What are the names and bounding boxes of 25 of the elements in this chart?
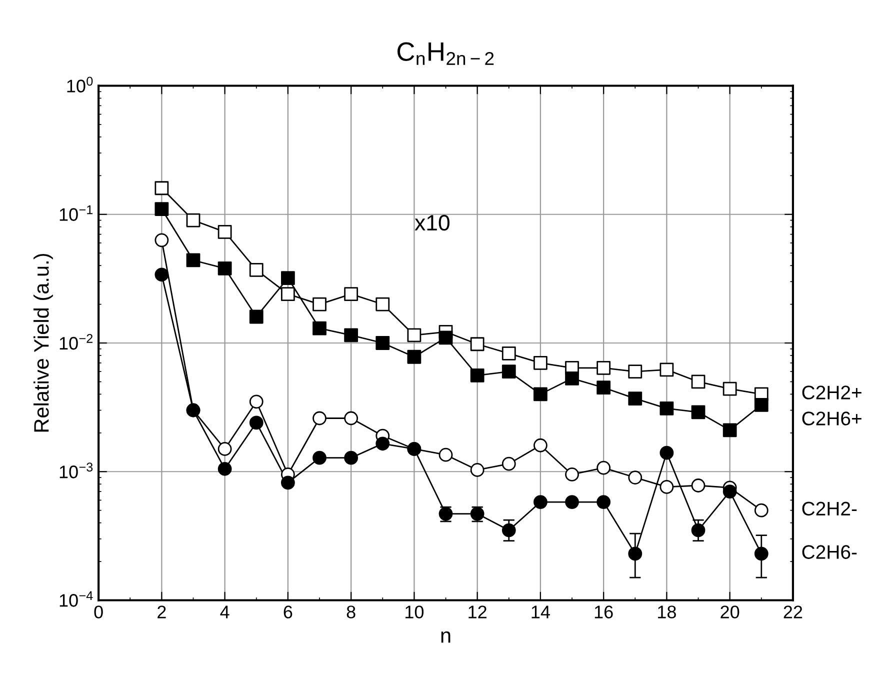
y-tick-label: 10$^{−2}$ — [60, 334, 93, 350]
x-tick-label: 2 — [158, 606, 166, 618]
y-tick-label: 10$^{−4}$ — [60, 591, 93, 607]
x-tick-label: 0 — [94, 606, 103, 618]
annotation: x10 — [414, 214, 450, 231]
x-tick-label: 4 — [220, 606, 230, 618]
x-tick-label: 8 — [346, 606, 356, 618]
legend-label: C2H2- — [802, 502, 857, 516]
x-tick-label: 12 — [468, 606, 486, 618]
legend-label: C2H6+ — [802, 412, 862, 426]
x-tick-label: 22 — [784, 606, 802, 618]
x-tick-label: 14 — [532, 606, 550, 618]
y-tick-label: 10$^{−1}$ — [60, 205, 93, 221]
x-tick-label: 10 — [406, 606, 424, 618]
legend-label: C2H6- — [802, 545, 857, 559]
y-tick-label: 10$^{0}$ — [67, 76, 93, 92]
x-tick-label: 16 — [594, 606, 613, 618]
y-tick-label: 10$^{−3}$ — [60, 462, 93, 478]
x-tick-label: 18 — [658, 606, 676, 618]
x-tick-label: 6 — [284, 606, 292, 618]
x-axis-title: n — [441, 631, 450, 643]
x-tick-label: 20 — [720, 606, 740, 618]
y-axis-title: Relative Yield (a.u.) — [34, 254, 53, 432]
legend-label: C2H2+ — [802, 386, 862, 400]
chart-title: C$_{n}$H$_{2n−2}$ — [397, 42, 494, 65]
